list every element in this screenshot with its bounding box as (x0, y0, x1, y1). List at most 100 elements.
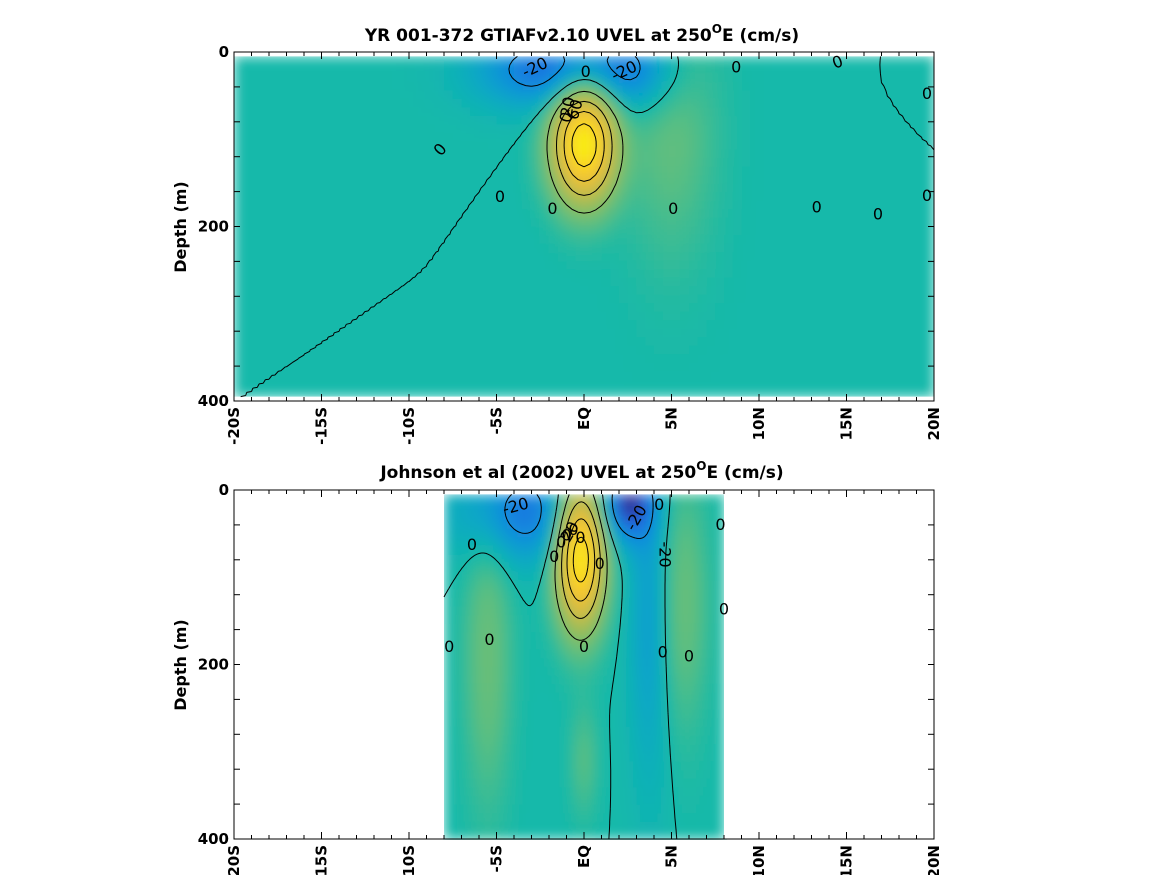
heatmap-cell (750, 175, 760, 185)
heatmap-cell (715, 345, 725, 355)
heatmap-cell (269, 328, 279, 338)
heatmap-cell (689, 98, 699, 109)
heatmap-cell (507, 666, 512, 676)
heatmap-cell (540, 311, 550, 321)
heatmap-cell (549, 379, 559, 389)
heatmap-cell (496, 81, 506, 91)
x-tick-label: -5S (488, 407, 506, 434)
heatmap-cell (461, 235, 471, 245)
heatmap-cell (304, 337, 314, 347)
heatmap-cell (435, 320, 445, 330)
heatmap-cell (409, 209, 419, 219)
heatmap-cell (493, 744, 498, 754)
heatmap-cell (528, 726, 533, 737)
heatmap-cell (493, 830, 498, 840)
heatmap-cell (251, 277, 261, 287)
heatmap-cell (286, 320, 296, 330)
heatmap-cell (482, 804, 487, 814)
heatmap-cell (540, 132, 550, 143)
heatmap-cell (573, 606, 578, 616)
heatmap-cell (557, 141, 568, 151)
heatmap-cell (724, 200, 734, 211)
heatmap-cell (251, 166, 261, 177)
heatmap-cell (400, 115, 410, 126)
heatmap-cell (507, 804, 512, 814)
heatmap-cell (514, 345, 524, 355)
heatmap-cell (899, 354, 909, 364)
heatmap-cell (312, 192, 323, 202)
heatmap-cell (662, 132, 673, 143)
heatmap-cell (347, 362, 358, 372)
heatmap-cell (514, 235, 524, 245)
heatmap-cell (820, 379, 830, 389)
heatmap-cell (881, 294, 891, 304)
heatmap-cell (627, 124, 638, 134)
heatmap-cell (514, 115, 524, 126)
heatmap-cell (277, 269, 288, 279)
heatmap-cell (671, 328, 681, 338)
heatmap-cell (556, 821, 561, 831)
heatmap-cell (619, 81, 629, 91)
heatmap-cell (503, 778, 508, 788)
heatmap-cell (689, 362, 699, 372)
heatmap-cell (531, 166, 541, 177)
heatmap-cell (776, 149, 786, 160)
heatmap-cell (479, 226, 489, 236)
heatmap-cell (662, 200, 673, 211)
heatmap-cell (575, 64, 585, 74)
heatmap-cell (636, 320, 646, 330)
heatmap-cell (601, 286, 611, 296)
heatmap-cell (549, 64, 559, 74)
heatmap-cell (500, 666, 505, 676)
heatmap-cell (500, 623, 505, 633)
heatmap-cell (916, 73, 926, 83)
heatmap-cell (505, 226, 515, 236)
heatmap-cell (890, 235, 900, 245)
heatmap-cell (881, 362, 891, 372)
heatmap-cell (374, 303, 384, 313)
heatmap-cell (557, 81, 568, 91)
heatmap-cell (321, 311, 331, 321)
heatmap-cell (575, 158, 585, 168)
heatmap-cell (295, 311, 305, 321)
heatmap-cell (528, 546, 533, 556)
heatmap-cell (535, 666, 540, 676)
heatmap-cell (260, 388, 270, 398)
heatmap-cell (382, 90, 393, 100)
heatmap-cell (500, 640, 505, 651)
heatmap-cell (479, 502, 484, 513)
heatmap-cell (573, 658, 578, 668)
heatmap-cell (545, 701, 550, 711)
heatmap-cell (785, 337, 795, 347)
heatmap-cell (535, 787, 540, 797)
heatmap-cell (510, 744, 515, 754)
heatmap-cell (549, 821, 554, 831)
heatmap-cell (820, 252, 830, 262)
heatmap-cell (503, 821, 508, 831)
heatmap-cell (426, 286, 436, 296)
heatmap-cell (881, 183, 891, 194)
heatmap-cell (890, 200, 900, 211)
heatmap-cell (458, 546, 463, 556)
heatmap-cell (549, 830, 554, 840)
heatmap-cell (409, 141, 419, 151)
heatmap-cell (662, 209, 673, 219)
heatmap-cell (321, 192, 331, 202)
heatmap-cell (417, 200, 428, 211)
heatmap-cell (444, 821, 449, 831)
heatmap-cell (872, 166, 883, 177)
heatmap-cell (750, 200, 760, 211)
heatmap-cell (304, 183, 314, 194)
heatmap-cell (538, 804, 543, 814)
heatmap-cell (767, 175, 778, 185)
heatmap-cell (645, 141, 655, 151)
heatmap-cell (680, 320, 690, 330)
heatmap-cell (846, 107, 856, 117)
heatmap-cell (500, 752, 505, 763)
heatmap-cell (374, 277, 384, 287)
heatmap-cell (881, 56, 891, 66)
heatmap-cell (592, 286, 603, 296)
heatmap-cell (444, 328, 454, 338)
heatmap-cell (472, 511, 477, 521)
heatmap-cell (767, 328, 778, 338)
